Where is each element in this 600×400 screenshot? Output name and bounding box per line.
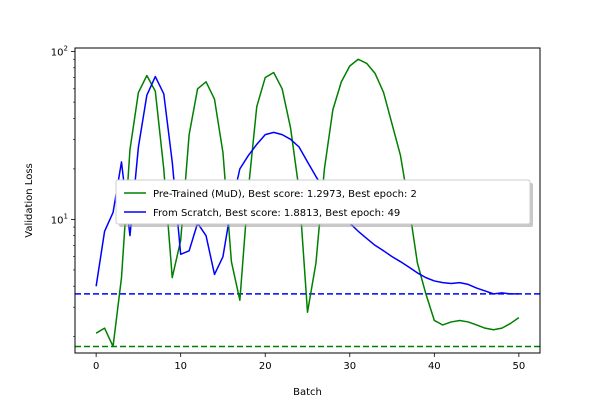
legend-box (115, 179, 531, 225)
x-axis-label: Batch (293, 387, 322, 398)
legend-entry-2: From Scratch, Best score: 1.8813, Best e… (153, 208, 400, 219)
x-tick-label: 40 (428, 361, 441, 372)
legend-entry-1: Pre-Trained (MuD), Best score: 1.2973, B… (153, 189, 417, 200)
y-axis-label: Validation Loss (24, 163, 35, 238)
x-tick-label: 20 (259, 361, 272, 372)
y-axis-ticks: 101 102 (51, 45, 75, 338)
legend: Pre-Trained (MuD), Best score: 1.2973, B… (115, 179, 533, 227)
x-tick-label: 10 (174, 361, 187, 372)
axes-frame (74, 47, 541, 354)
x-tick-label: 30 (343, 361, 356, 372)
x-tick-label: 50 (512, 361, 525, 372)
y-tick-label: 101 (51, 212, 68, 226)
x-axis-ticks: 0 10 20 30 40 50 (93, 353, 525, 372)
x-tick-label: 0 (93, 361, 99, 372)
series-line-2 (95, 75, 519, 295)
y-tick-label: 102 (51, 45, 68, 59)
